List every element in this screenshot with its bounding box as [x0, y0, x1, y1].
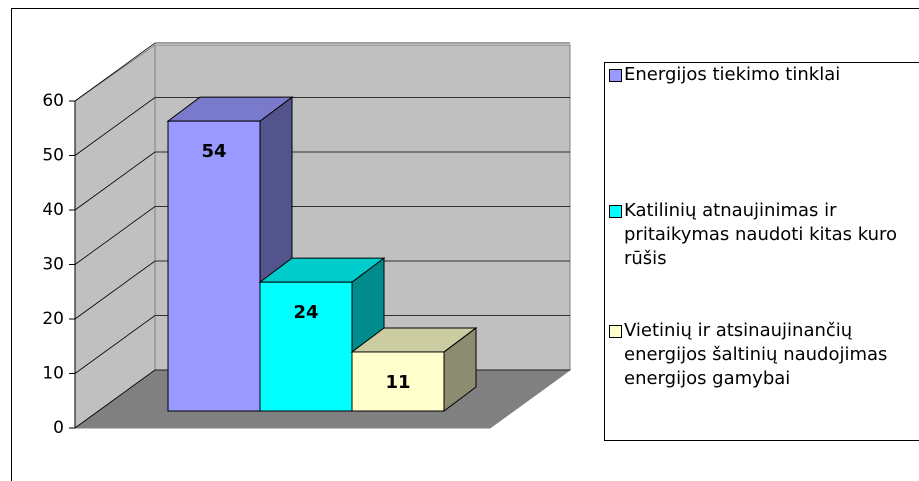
legend-swatch [609, 69, 622, 82]
data-label: 24 [293, 302, 318, 323]
legend-swatch [609, 205, 622, 218]
legend-label: Vietinių ir atsinaujinančių energijos ša… [624, 320, 888, 389]
y-tick-label: 0 [53, 418, 64, 438]
y-tick-label: 50 [42, 146, 64, 166]
legend-label: Energijos tiekimo tinklai [624, 64, 841, 85]
grid-line [74, 151, 570, 211]
y-tick-label: 20 [42, 309, 64, 329]
grid-line [74, 97, 570, 156]
y-tick-label: 60 [42, 91, 64, 111]
bar [351, 351, 445, 412]
bar [167, 120, 261, 412]
grid-line [74, 42, 570, 102]
y-tick-label: 40 [42, 200, 64, 220]
grid-line [74, 206, 570, 265]
y-tick-label: 10 [42, 364, 64, 384]
grid-line [74, 260, 570, 320]
y-tick-label: 30 [42, 255, 64, 275]
legend-box [604, 62, 919, 441]
side-wall [74, 44, 156, 429]
legend-label: Katilinių atnaujinimas ir pritaikymas na… [624, 200, 897, 269]
legend-swatch [609, 325, 622, 338]
data-label: 11 [385, 372, 410, 393]
bar [259, 281, 353, 412]
grid-line [74, 315, 570, 374]
data-label: 54 [201, 141, 226, 162]
